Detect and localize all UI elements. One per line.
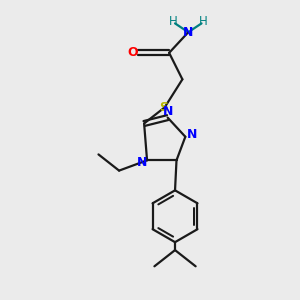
Text: O: O — [128, 46, 138, 59]
Text: N: N — [183, 26, 194, 39]
Text: N: N — [136, 156, 147, 169]
Text: N: N — [163, 105, 173, 118]
Text: S: S — [159, 101, 168, 114]
Text: H: H — [199, 15, 207, 28]
Text: H: H — [169, 15, 178, 28]
Text: N: N — [187, 128, 197, 141]
